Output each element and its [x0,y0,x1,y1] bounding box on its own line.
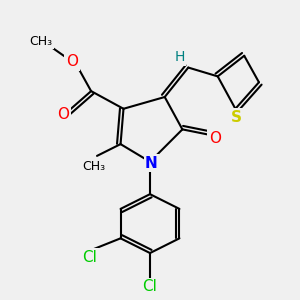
Text: O: O [57,107,69,122]
Text: O: O [66,54,78,69]
Text: N: N [145,156,158,171]
Text: S: S [231,110,242,125]
Text: O: O [209,131,221,146]
Text: CH₃: CH₃ [82,160,106,173]
Text: H: H [174,50,184,64]
Text: CH₃: CH₃ [29,34,52,48]
Text: Cl: Cl [82,250,97,265]
Text: Cl: Cl [142,279,158,294]
